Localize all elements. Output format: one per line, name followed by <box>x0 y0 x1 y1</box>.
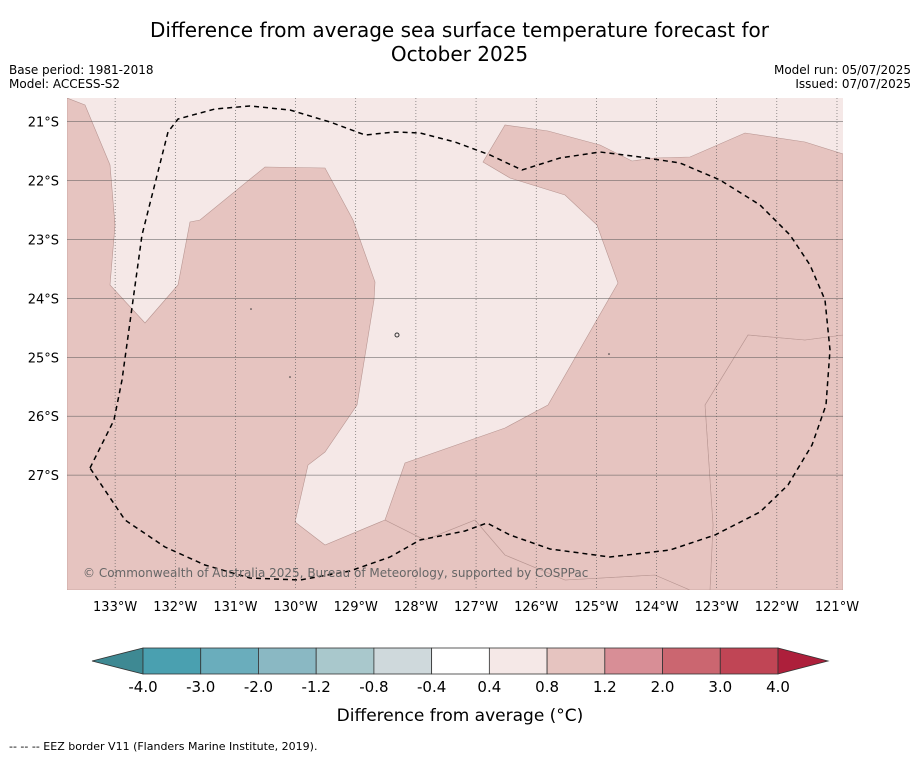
colorbar-tick-label: -0.4 <box>417 678 446 696</box>
colorbar-tick-label: 0.4 <box>477 678 501 696</box>
lon-tick-label: 131°W <box>213 600 257 615</box>
lon-tick-label: 129°W <box>334 600 378 615</box>
lat-tick-label: 24°S <box>28 292 59 307</box>
colorbar-label: Difference from average (°C) <box>337 706 584 726</box>
island-marker <box>289 376 291 378</box>
colorbar-tick-label: -1.2 <box>302 678 331 696</box>
lat-tick-label: 21°S <box>28 116 59 131</box>
colorbar-tick-label: 4.0 <box>766 678 790 696</box>
chart-title: Difference from average sea surface temp… <box>0 18 919 66</box>
meta-right: Model run: 05/07/2025 Issued: 07/07/2025 <box>774 63 911 91</box>
lat-tick-label: 27°S <box>28 469 59 484</box>
lon-tick-label: 125°W <box>574 600 618 615</box>
colorbar-segment <box>662 647 721 675</box>
colorbar-tick-label: -0.8 <box>359 678 388 696</box>
lat-labels: 21°S 22°S 23°S 24°S 25°S 26°S 27°S <box>28 116 59 485</box>
island-marker <box>394 332 400 338</box>
base-period: Base period: 1981-2018 <box>9 63 154 77</box>
meta-left: Base period: 1981-2018 Model: ACCESS-S2 <box>9 63 154 91</box>
lon-tick-label: 124°W <box>634 600 678 615</box>
map-area <box>67 98 843 590</box>
title-line-1: Difference from average sea surface temp… <box>149 18 769 42</box>
lon-tick-label: 127°W <box>454 600 498 615</box>
lon-tick-label: 123°W <box>695 600 739 615</box>
colorbar-segment <box>719 647 779 675</box>
colorbar-tick-label: 2.0 <box>651 678 675 696</box>
colorbar-tick-label: 0.8 <box>535 678 559 696</box>
island-marker <box>608 353 610 355</box>
lat-tick-label: 26°S <box>28 410 59 425</box>
colorbar-segment <box>546 647 606 675</box>
colorbar-segment <box>373 647 433 675</box>
lon-tick-label: 126°W <box>514 600 558 615</box>
colorbar-extend-low <box>91 647 144 675</box>
lon-tick-label: 122°W <box>755 600 799 615</box>
model-name: Model: ACCESS-S2 <box>9 77 121 91</box>
colorbar-segment <box>258 647 317 675</box>
colorbar: -4.0 -3.0 -2.0 -1.2 -0.8 -0.4 0.4 0.8 1.2 2.0 3.0 4… <box>91 647 830 696</box>
lat-tick-label: 23°S <box>28 233 59 248</box>
lon-tick-label: 130°W <box>274 600 318 615</box>
copyright-text: © Commonwealth of Australia 2025, Bureau… <box>83 566 588 580</box>
colorbar-tick-label: 3.0 <box>708 678 732 696</box>
colorbar-segment <box>142 647 202 675</box>
gridlines <box>67 98 843 590</box>
lon-tick-label: 121°W <box>815 600 859 615</box>
title-line-2: October 2025 <box>390 42 529 66</box>
colorbar-tick-label: 1.2 <box>593 678 617 696</box>
model-run: Model run: 05/07/2025 <box>773 63 911 77</box>
colorbar-segment <box>488 647 548 675</box>
colorbar-tick-label: -4.0 <box>128 678 157 696</box>
island-marker <box>250 308 252 310</box>
lon-tick-label: 128°W <box>394 600 438 615</box>
eez-footnote: -- -- -- EEZ border V11 (Flanders Marine… <box>9 740 318 753</box>
colorbar-segment <box>315 647 375 675</box>
colorbar-segment <box>604 647 663 675</box>
lon-tick-label: 133°W <box>93 600 137 615</box>
lon-tick-label: 132°W <box>153 600 197 615</box>
lat-tick-label: 25°S <box>28 351 59 366</box>
colorbar-tick-label: -2.0 <box>244 678 273 696</box>
colorbar-tick-label: -3.0 <box>186 678 215 696</box>
lon-labels: 133°W 132°W 131°W 130°W 129°W 128°W 127°W 126°W… <box>93 600 859 615</box>
issued-date: Issued: 07/07/2025 <box>795 77 911 91</box>
colorbar-extend-high <box>777 647 830 675</box>
lat-tick-label: 22°S <box>28 174 59 189</box>
colorbar-segment <box>200 647 259 675</box>
colorbar-segment <box>431 647 490 675</box>
eez-border <box>89 105 831 581</box>
